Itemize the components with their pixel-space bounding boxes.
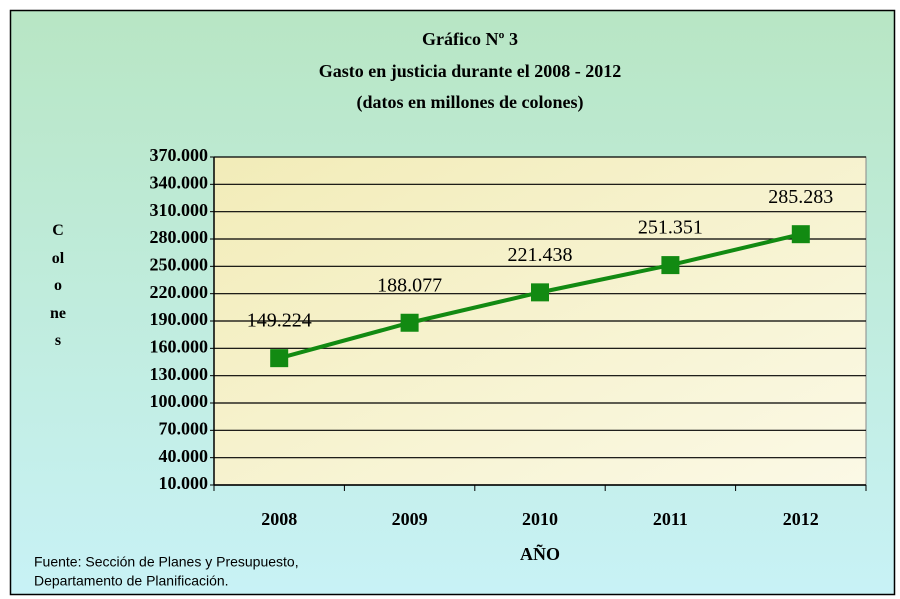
- x-tick-label: 2008: [261, 509, 297, 529]
- y-tick-label: 130.000: [150, 364, 209, 384]
- y-tick-label: 40.000: [159, 446, 209, 466]
- y-tick-label: 310.000: [150, 200, 209, 220]
- y-tick-label: 220.000: [150, 282, 209, 302]
- data-label: 251.351: [638, 217, 703, 239]
- y-axis-label: Colones: [50, 222, 66, 349]
- x-tick-label: 2011: [653, 509, 688, 529]
- x-axis-label: AÑO: [520, 543, 560, 564]
- marker: [661, 256, 680, 275]
- data-label: 285.283: [768, 186, 833, 208]
- y-tick-label: 190.000: [150, 309, 209, 329]
- chart-subtitle: (datos en millones de colones): [357, 92, 584, 113]
- y-tick-label: 340.000: [150, 172, 209, 192]
- y-tick-label: 70.000: [159, 418, 209, 438]
- data-label: 149.224: [247, 310, 312, 332]
- chart-title: Gráfico Nº 3: [422, 29, 518, 49]
- marker: [791, 225, 810, 244]
- x-tick-label: 2009: [392, 509, 428, 529]
- marker: [531, 283, 549, 302]
- x-tick-label: 2012: [783, 509, 819, 529]
- x-tick-label: 2010: [522, 509, 558, 529]
- y-tick-label: 10.000: [159, 473, 209, 493]
- marker: [400, 313, 419, 332]
- y-tick-label: 100.000: [150, 391, 209, 411]
- data-label: 221.438: [508, 244, 573, 266]
- data-label: 188.077: [377, 274, 442, 296]
- y-tick-label: 250.000: [150, 254, 209, 274]
- y-tick-label: 280.000: [150, 227, 209, 247]
- source-note: Fuente: Sección de Planes y Presupuesto,: [34, 554, 299, 570]
- y-tick-label: 370.000: [150, 145, 209, 165]
- marker: [270, 349, 289, 368]
- chart-subtitle: Gasto en justicia durante el 2008 - 2012: [319, 61, 621, 81]
- source-note: Departamento de Planificación.: [34, 573, 229, 589]
- y-tick-label: 160.000: [150, 336, 209, 356]
